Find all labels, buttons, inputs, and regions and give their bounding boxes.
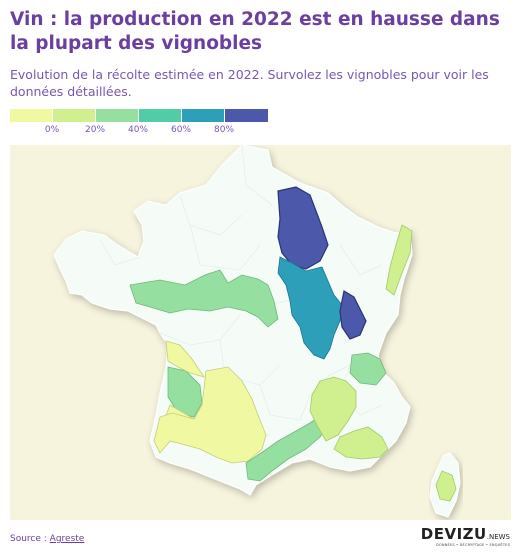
region-jura[interactable] — [339, 290, 367, 340]
legend-swatch-6 — [225, 109, 268, 122]
brand-suffix: .NEWS — [486, 533, 510, 541]
legend-tick-40: 40% — [127, 125, 149, 135]
legend-tick-20: 20% — [84, 125, 106, 135]
legend-swatch-1 — [10, 109, 52, 122]
region-sud-ouest[interactable] — [153, 366, 267, 464]
legend-swatch-3 — [96, 109, 138, 122]
legend-swatch-2 — [53, 109, 95, 122]
source-prefix: Source : — [10, 534, 50, 544]
source-link[interactable]: Agreste — [49, 534, 85, 544]
source-note: Source : Agreste — [10, 534, 84, 544]
region-bourgogne[interactable] — [277, 256, 343, 360]
region-corse[interactable] — [435, 470, 457, 502]
region-val-de-loire[interactable] — [129, 269, 279, 328]
region-charentes-cognac[interactable] — [167, 366, 203, 418]
brand-logo: DEVIZU.NEWS DONNÉES • DÉCRYPTAGE • ENQUÊ… — [421, 525, 510, 547]
legend-tick-0: 0% — [44, 125, 60, 135]
brand-name: DEVIZU — [420, 525, 487, 543]
legend-tick-60: 60% — [170, 125, 192, 135]
chart-subtitle: Evolution de la récolte estimée en 2022.… — [10, 67, 489, 99]
region-champagne[interactable] — [277, 186, 329, 270]
legend-tick-80: 80% — [213, 125, 235, 135]
region-provence[interactable] — [333, 426, 389, 460]
france-map — [53, 145, 461, 518]
map-container — [10, 145, 511, 520]
legend-swatch-4 — [139, 109, 181, 122]
color-legend: 0% 20% 40% 60% 80% — [10, 109, 270, 141]
region-vallee-du-rhone[interactable] — [309, 376, 357, 442]
brand-tagline: DONNÉES • DÉCRYPTAGE • ENQUÊTES — [436, 543, 510, 547]
region-savoie-bugey[interactable] — [349, 352, 387, 386]
chart-title: Vin : la production en 2022 est en hauss… — [10, 9, 500, 54]
region-alsace[interactable] — [385, 224, 413, 296]
legend-swatch-5 — [182, 109, 224, 122]
